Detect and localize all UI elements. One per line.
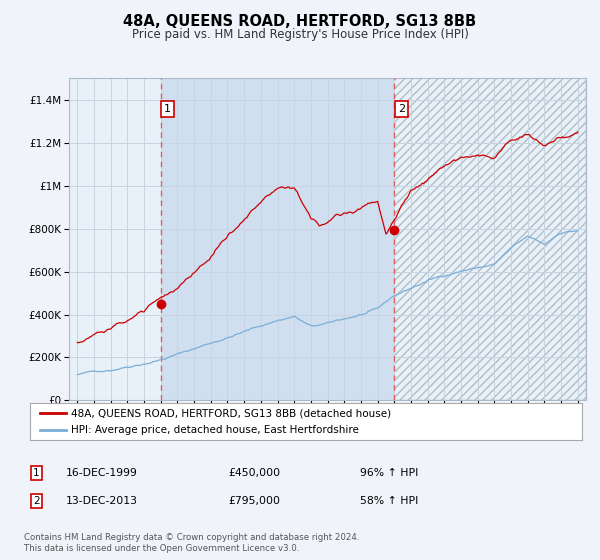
Text: £795,000: £795,000 (228, 496, 280, 506)
Text: 16-DEC-1999: 16-DEC-1999 (66, 468, 138, 478)
Text: 48A, QUEENS ROAD, HERTFORD, SG13 8BB: 48A, QUEENS ROAD, HERTFORD, SG13 8BB (124, 14, 476, 29)
Text: 58% ↑ HPI: 58% ↑ HPI (360, 496, 418, 506)
Text: 48A, QUEENS ROAD, HERTFORD, SG13 8BB (detached house): 48A, QUEENS ROAD, HERTFORD, SG13 8BB (de… (71, 408, 392, 418)
Text: 1: 1 (164, 104, 171, 114)
Text: 2: 2 (398, 104, 405, 114)
Text: 96% ↑ HPI: 96% ↑ HPI (360, 468, 418, 478)
Text: Price paid vs. HM Land Registry's House Price Index (HPI): Price paid vs. HM Land Registry's House … (131, 28, 469, 41)
Text: Contains HM Land Registry data © Crown copyright and database right 2024.
This d: Contains HM Land Registry data © Crown c… (24, 533, 359, 553)
Text: 1: 1 (33, 468, 40, 478)
Text: £450,000: £450,000 (228, 468, 280, 478)
Text: HPI: Average price, detached house, East Hertfordshire: HPI: Average price, detached house, East… (71, 425, 359, 435)
Bar (394, 78, 586, 400)
Text: 13-DEC-2013: 13-DEC-2013 (66, 496, 138, 506)
Text: 2: 2 (33, 496, 40, 506)
Bar (161, 78, 394, 400)
